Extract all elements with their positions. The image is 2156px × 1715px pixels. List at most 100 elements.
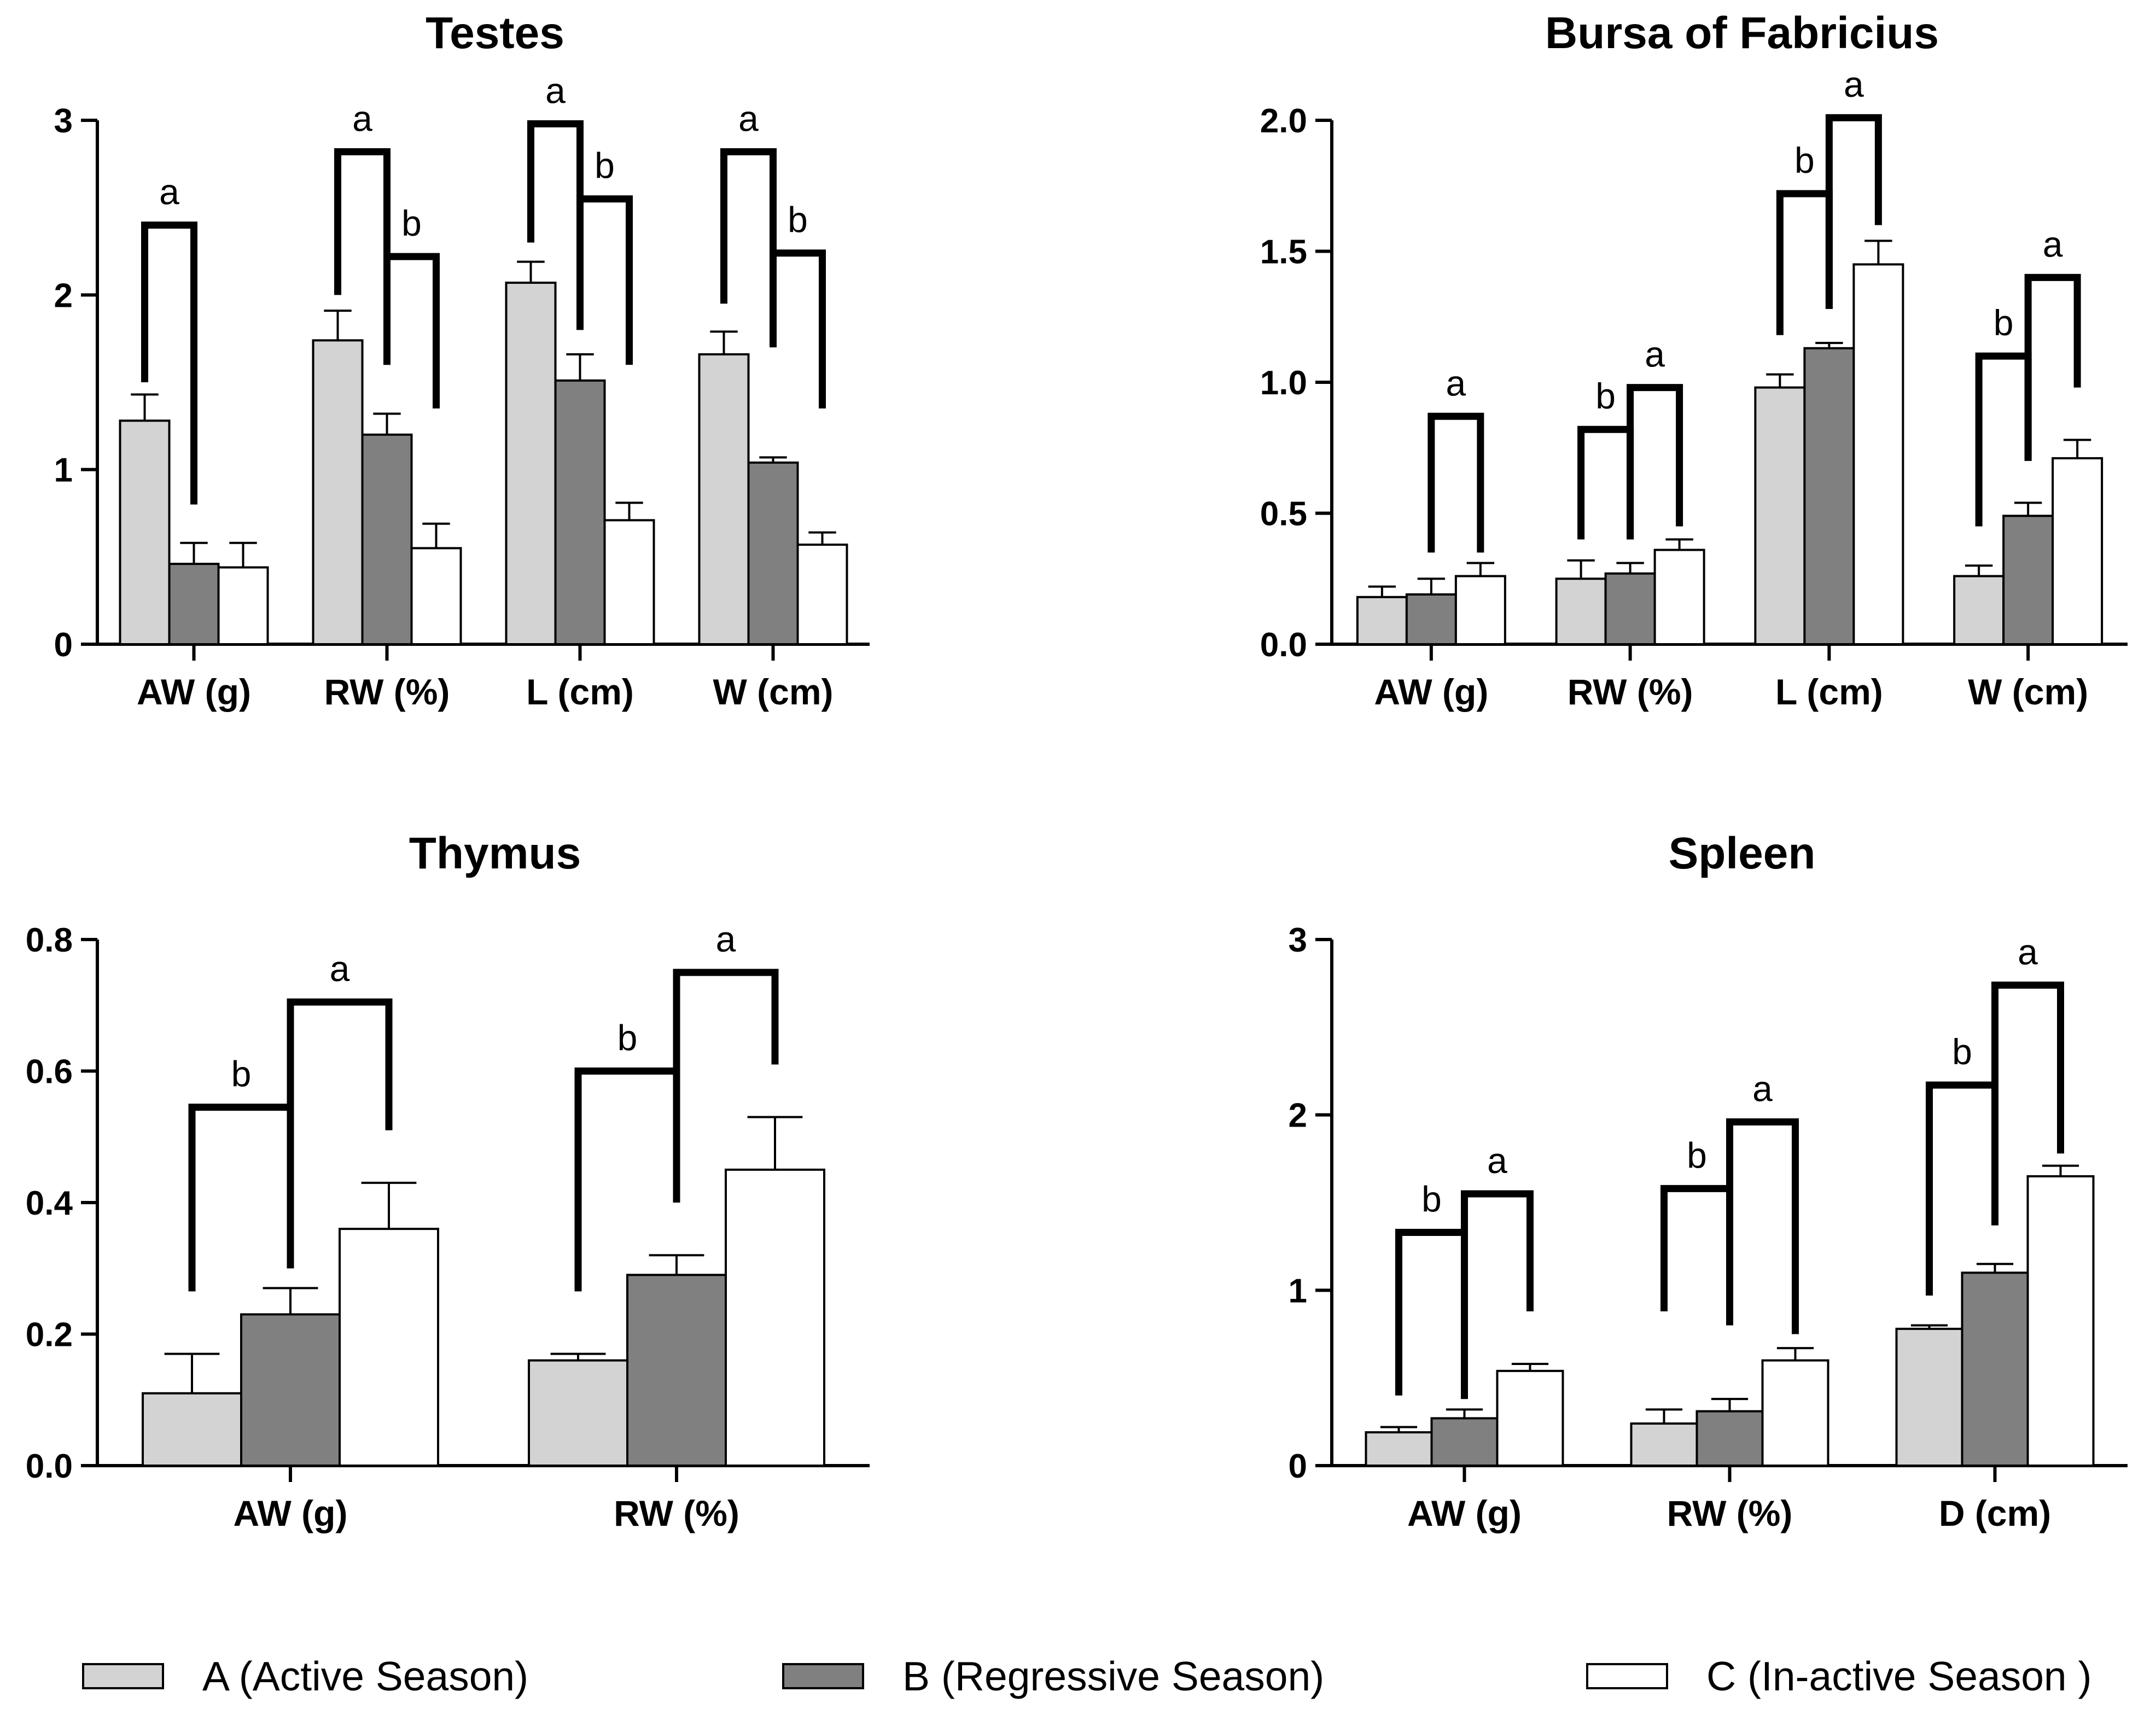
bar-c (1454, 575, 1506, 645)
x-tick-label: AW (g) (1407, 1493, 1522, 1533)
legend-item-active-season: A (Active Season) (82, 1652, 528, 1701)
bar-a (1754, 386, 1806, 646)
significance-label: b (617, 1018, 638, 1058)
bar-b (1405, 593, 1457, 645)
chart-bursa: Bursa of Fabricius 0.0 0.5 1.0 1.5 2.0 AW (g) R… (1260, 8, 2128, 712)
x-tick-label: AW (g) (234, 1493, 348, 1533)
legend-label-c: C (In-active Season ) (1706, 1653, 2092, 1699)
significance-label: a (738, 98, 759, 138)
significance-bracket (574, 1068, 680, 1292)
legend-swatch-a (82, 1663, 164, 1689)
y-tick-label: 3 (1289, 921, 1307, 959)
legend-swatch-c (1586, 1663, 1668, 1689)
bar-c (1653, 549, 1705, 645)
y-tick-label: 1 (54, 452, 73, 489)
chart-title: Bursa of Fabricius (1545, 8, 1939, 58)
bar-c (603, 519, 655, 645)
y-tick-label: 2 (54, 277, 73, 314)
bar-b (1695, 1410, 1764, 1467)
bar-c (2052, 457, 2103, 645)
y-tick-label: 1.0 (1260, 364, 1307, 402)
significance-label: b (1794, 140, 1815, 180)
legend-item-regressive-season: B (Regressive Season) (782, 1652, 1324, 1701)
bar-c (725, 1168, 825, 1467)
bar-b (168, 563, 220, 646)
significance-label: b (231, 1054, 252, 1094)
significance-bracket (1461, 1190, 1534, 1399)
legend-item-inactive-season: C (In-active Season ) (1586, 1652, 2091, 1701)
bar-a (1365, 1431, 1433, 1467)
significance-label: a (352, 98, 372, 138)
significance-bracket (383, 253, 440, 409)
bar-b (1961, 1271, 2029, 1467)
significance-label: a (1844, 64, 1864, 104)
significance-bracket (1776, 190, 1833, 335)
significance-bracket (141, 221, 197, 505)
significance-label: a (2018, 931, 2038, 972)
bar-a (142, 1392, 242, 1467)
bar-a (1953, 575, 2005, 645)
significance-label: a (2043, 224, 2063, 264)
chart-spleen: Spleen 0 1 2 3 AW (g) RW (%) D (cm) b a b a b a (1289, 829, 2128, 1533)
x-tick-label: W (cm) (713, 672, 834, 712)
significance-label: b (1994, 302, 2014, 343)
significance-bracket (1726, 1118, 1799, 1334)
x-tick-label: L (cm) (1775, 672, 1883, 712)
significance-label: b (1595, 376, 1616, 416)
legend: A (Active Season) B (Regressive Season) … (0, 1646, 2156, 1706)
x-tick-label: RW (%) (614, 1493, 739, 1533)
y-tick-label: 3 (54, 102, 73, 140)
chart-title: Thymus (409, 829, 581, 878)
significance-label: a (1752, 1068, 1773, 1109)
significance-bracket (2024, 273, 2081, 461)
chart-title: Testes (426, 8, 564, 58)
significance-bracket (1627, 384, 1683, 540)
bar-c (796, 543, 848, 645)
legend-label-b: B (Regressive Season) (902, 1653, 1325, 1699)
bar-b (1803, 347, 1855, 645)
bar-c (1852, 263, 1904, 645)
significance-bracket (1991, 981, 2064, 1226)
x-tick-label: W (cm) (1968, 672, 2088, 712)
significance-bracket (334, 148, 391, 365)
bar-a (698, 353, 750, 645)
bar-c (339, 1228, 439, 1467)
significance-label: b (788, 200, 808, 240)
bar-c (217, 566, 269, 645)
bar-b (2002, 515, 2054, 645)
significance-bracket (1395, 1229, 1468, 1399)
y-tick-label: 0.4 (26, 1185, 73, 1222)
significance-label: a (159, 172, 179, 212)
y-tick-label: 2.0 (1260, 102, 1307, 140)
y-tick-label: 0.2 (26, 1316, 73, 1354)
significance-label: a (1487, 1140, 1507, 1181)
bar-c (2026, 1175, 2095, 1467)
y-tick-label: 0.0 (26, 1448, 73, 1485)
x-tick-label: D (cm) (1939, 1493, 2051, 1533)
bar-c (1761, 1359, 1829, 1467)
significance-bracket (287, 998, 393, 1269)
y-tick-label: 0.6 (26, 1053, 73, 1091)
bar-a (312, 339, 364, 645)
significance-bracket (1660, 1185, 1733, 1326)
significance-label: a (716, 919, 736, 959)
bar-a (1555, 578, 1607, 645)
bar-c (410, 547, 462, 645)
significance-bracket (720, 148, 777, 348)
bar-a (1630, 1422, 1698, 1467)
bar-a (528, 1359, 628, 1467)
bar-b (361, 433, 413, 645)
significance-bracket (770, 249, 826, 409)
x-tick-label: L (cm) (526, 672, 634, 712)
y-tick-label: 0.8 (26, 921, 73, 959)
significance-bracket (576, 195, 633, 365)
y-tick-label: 0 (1289, 1448, 1307, 1485)
significance-label: b (1952, 1031, 1972, 1072)
significance-label: a (330, 948, 350, 989)
significance-bracket (1975, 352, 2032, 527)
y-tick-label: 0.5 (1260, 495, 1307, 533)
y-tick-label: 0.0 (1260, 626, 1307, 664)
significance-label: b (1687, 1135, 1707, 1175)
